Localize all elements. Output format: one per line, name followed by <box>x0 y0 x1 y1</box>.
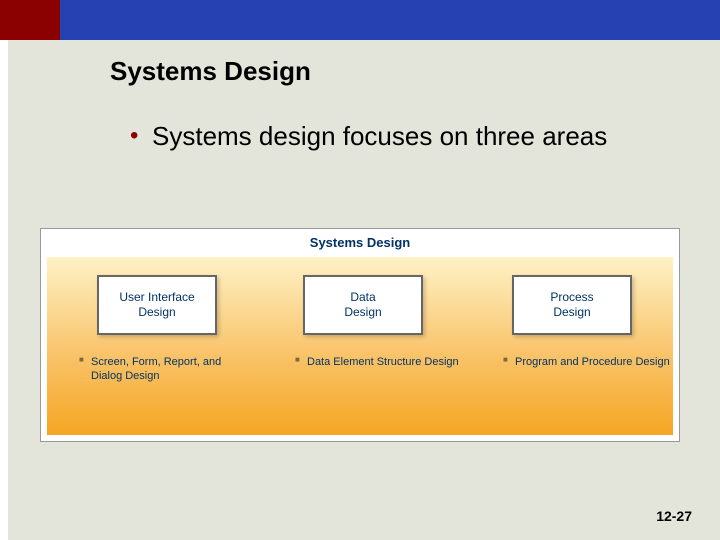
box-process-design: ProcessDesign <box>512 275 632 335</box>
box-label: ProcessDesign <box>550 290 593 320</box>
box-label: DataDesign <box>344 290 381 320</box>
sub-item-2: Data Element Structure Design <box>295 355 465 369</box>
sub-item-1: Screen, Form, Report, and Dialog Design <box>79 355 249 384</box>
diagram-title: Systems Design <box>41 235 679 250</box>
box-data-design: DataDesign <box>303 275 423 335</box>
left-divider <box>0 40 8 540</box>
sub-item-3: Program and Procedure Design <box>503 355 673 369</box>
page-number: 12-27 <box>656 508 692 524</box>
slide-title: Systems Design <box>110 56 311 87</box>
bullet-item: Systems design focuses on three areas <box>130 120 607 154</box>
box-user-interface-design: User InterfaceDesign <box>97 275 217 335</box>
diagram: Systems Design User InterfaceDesign Data… <box>40 228 680 442</box>
header-accent-block <box>0 0 60 40</box>
header-bar <box>60 0 720 40</box>
diagram-background: User InterfaceDesign DataDesign ProcessD… <box>47 257 673 435</box>
box-label: User InterfaceDesign <box>119 290 194 320</box>
